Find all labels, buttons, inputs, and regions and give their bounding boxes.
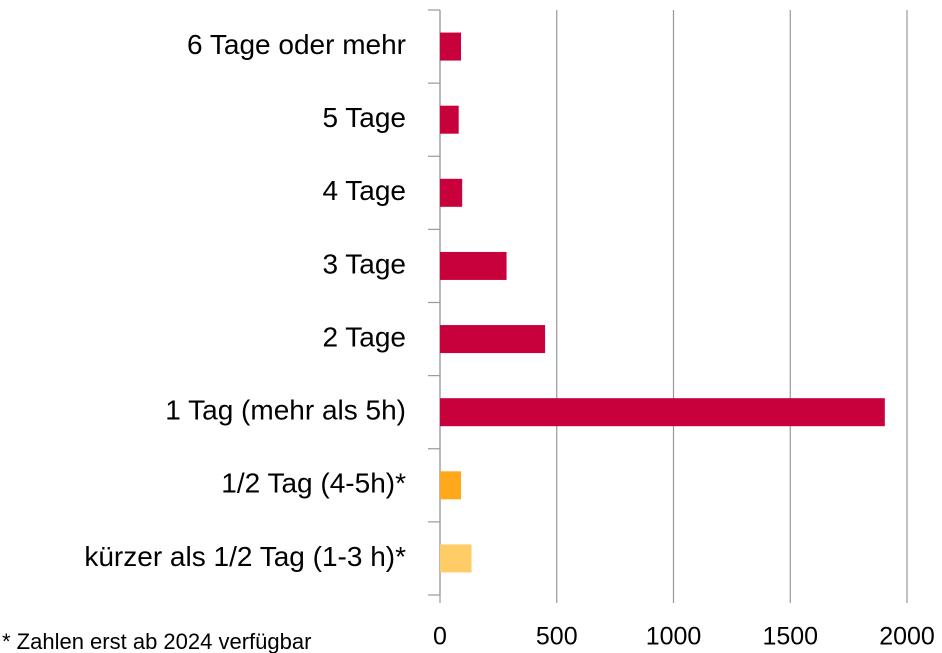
x-tick-label: 1500 (762, 623, 818, 651)
y-tick-label: 1/2 Tag (4-5h)* (221, 468, 406, 499)
y-tick-label: kürzer als 1/2 Tag (1-3 h)* (84, 541, 406, 572)
bar (440, 251, 507, 280)
bar (440, 32, 462, 61)
y-tick-label: 2 Tage (322, 321, 406, 352)
x-tick-label: 0 (433, 623, 447, 651)
bar (440, 178, 463, 207)
y-tick-label: 6 Tage oder mehr (187, 29, 406, 60)
bar (440, 398, 885, 427)
x-tick-label: 2000 (879, 623, 935, 651)
y-tick-label: 3 Tage (322, 248, 406, 279)
y-tick-label: 1 Tag (mehr als 5h) (165, 395, 406, 426)
footnote: * Zahlen erst ab 2024 verfügbar (2, 629, 311, 653)
y-tick-label: 5 Tage (322, 102, 406, 133)
x-tick-label: 500 (536, 623, 578, 651)
bar (440, 325, 546, 354)
bar (440, 105, 459, 134)
x-tick-label: 1000 (646, 623, 702, 651)
y-tick-label: 4 Tage (322, 175, 406, 206)
bar (440, 471, 462, 500)
bar (440, 544, 472, 573)
